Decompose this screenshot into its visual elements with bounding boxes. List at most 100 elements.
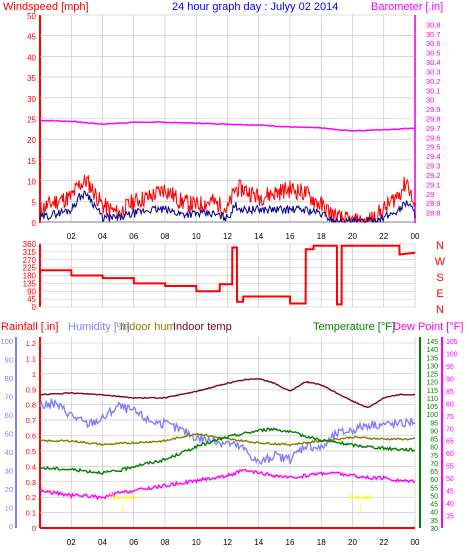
dewpoint-tick-label: 45 <box>446 489 454 496</box>
wind-tick-label: 20 <box>27 136 36 145</box>
temperature-tick-label: 90 <box>430 428 438 435</box>
wind-average-series <box>39 190 416 224</box>
x-tick-label: 14 <box>254 538 263 547</box>
dewpoint-tick-label: 80 <box>446 401 454 408</box>
dewpoint-axis-title: Dew Point [°F] <box>393 321 463 333</box>
wind-tick-label: 30 <box>27 95 36 104</box>
x-tick-label: 22 <box>379 232 388 241</box>
rainfall-tick-label: 0.2 <box>26 493 36 502</box>
temperature-tick-label: 85 <box>430 437 438 444</box>
x-tick-label: 00 <box>411 232 420 241</box>
dewpoint-tick-label: 40 <box>446 501 454 508</box>
temperature-tick-label: 70 <box>430 461 438 468</box>
humidity-tick-label: 90 <box>5 356 13 365</box>
x-tick-label: 08 <box>161 538 170 547</box>
barometer-tick-label: 30.4 <box>426 58 441 67</box>
direction-tick-label: 90 <box>27 287 36 296</box>
direction-tick-label: 180 <box>23 272 37 281</box>
dewpoint-series <box>39 468 416 501</box>
wind-tick-label: 25 <box>27 116 36 125</box>
barometer-axis-title: Barometer [.in] <box>371 1 443 13</box>
x-tick-label: 08 <box>161 232 170 241</box>
rainfall-tick-label: 0.1 <box>26 509 36 518</box>
temperature-tick-label: 135 <box>426 355 438 362</box>
temperature-series <box>39 427 416 475</box>
rainfall-tick-label: 0 <box>32 524 36 533</box>
temperature-tick-label: 30 <box>430 526 438 533</box>
barometer-tick-label: 30.7 <box>426 30 441 39</box>
temperature-tick-label: 40 <box>430 510 438 517</box>
barometer-tick-label: 29.3 <box>426 162 441 171</box>
x-tick-label: 00 <box>411 538 420 547</box>
wind-tick-label: 15 <box>27 157 36 166</box>
temperature-tick-label: 80 <box>430 445 438 452</box>
temperature-tick-label: 100 <box>426 412 438 419</box>
dewpoint-tick-label: 105 <box>446 339 458 346</box>
indoor-hum-title: Indoor hum <box>120 321 176 333</box>
rainfall-tick-label: 0.6 <box>26 432 36 441</box>
x-tick-label: 20 <box>348 538 357 547</box>
barometer-tick-label: 30.1 <box>426 86 441 95</box>
sunrise-label: Sunrise <box>109 493 137 502</box>
barometer-tick-label: 28.8 <box>426 209 441 218</box>
x-tick-label: 04 <box>98 538 107 547</box>
humidity-tick-label: 40 <box>5 448 13 457</box>
humidity-tick-label: 70 <box>5 393 13 402</box>
humidity-tick-label: 60 <box>5 411 13 420</box>
direction-tick-label: 270 <box>23 256 37 265</box>
humidity-tick-label: 30 <box>5 467 13 476</box>
barometer-tick-label: 29.2 <box>426 171 441 180</box>
wind-direction-series <box>40 244 416 306</box>
direction-tick-label: 45 <box>27 295 36 304</box>
compass-label: W <box>435 256 446 268</box>
rainfall-tick-label: 1.1 <box>26 354 36 363</box>
dewpoint-tick-label: 65 <box>446 439 454 446</box>
compass-label: E <box>436 288 443 300</box>
wind-tick-label: 5 <box>32 198 37 207</box>
barometer-tick-label: 29.1 <box>426 180 441 189</box>
barometer-tick-label: 30.3 <box>426 67 441 76</box>
temperature-tick-label: 65 <box>430 469 438 476</box>
wind-tick-label: 35 <box>27 74 36 83</box>
barometer-tick-label: 29.8 <box>426 115 441 124</box>
direction-tick-label: 0 <box>32 303 37 312</box>
x-tick-label: 16 <box>286 538 295 547</box>
temperature-tick-label: 120 <box>426 380 438 387</box>
temperature-tick-label: 45 <box>430 502 438 509</box>
wind-tick-label: 45 <box>27 33 36 42</box>
dewpoint-tick-label: 90 <box>446 376 454 383</box>
humidity-tick-label: 10 <box>5 504 13 513</box>
wind-tick-label: 50 <box>27 12 36 21</box>
indoor-temp-series <box>39 378 416 409</box>
x-tick-label: 16 <box>286 232 295 241</box>
x-tick-label: 04 <box>98 232 107 241</box>
temperature-tick-label: 140 <box>426 347 438 354</box>
humidity-tick-label: 80 <box>5 374 13 383</box>
barometer-tick-label: 30.5 <box>426 49 441 58</box>
temperature-tick-label: 105 <box>426 404 438 411</box>
barometer-tick-label: 29.9 <box>426 105 441 114</box>
barometer-tick-label: 30 <box>426 96 434 105</box>
x-tick-label: 20 <box>348 232 357 241</box>
humidity-tick-label: 100 <box>0 337 13 346</box>
dewpoint-tick-label: 75 <box>446 414 454 421</box>
barometer-tick-label: 29.7 <box>426 124 441 133</box>
wind-tick-label: 40 <box>27 53 36 62</box>
temperature-tick-label: 125 <box>426 372 438 379</box>
humidity-axis-title: Humidity [%] <box>68 321 130 333</box>
graph-title: 24 hour graph day : Julyy 02 2014 <box>172 1 338 13</box>
dewpoint-tick-label: 50 <box>446 476 454 483</box>
barometer-tick-label: 30.6 <box>426 39 441 48</box>
direction-tick-label: 315 <box>23 248 37 257</box>
barometer-series <box>40 119 416 132</box>
rainfall-tick-label: 0.3 <box>26 478 36 487</box>
rainfall-tick-label: 1.2 <box>26 339 36 348</box>
compass-label: N <box>436 240 444 252</box>
rainfall-tick-label: 0.9 <box>26 385 36 394</box>
x-tick-label: 10 <box>192 232 201 241</box>
compass-label: N <box>436 304 444 316</box>
x-tick-label: 18 <box>317 232 326 241</box>
x-tick-label: 12 <box>223 232 232 241</box>
